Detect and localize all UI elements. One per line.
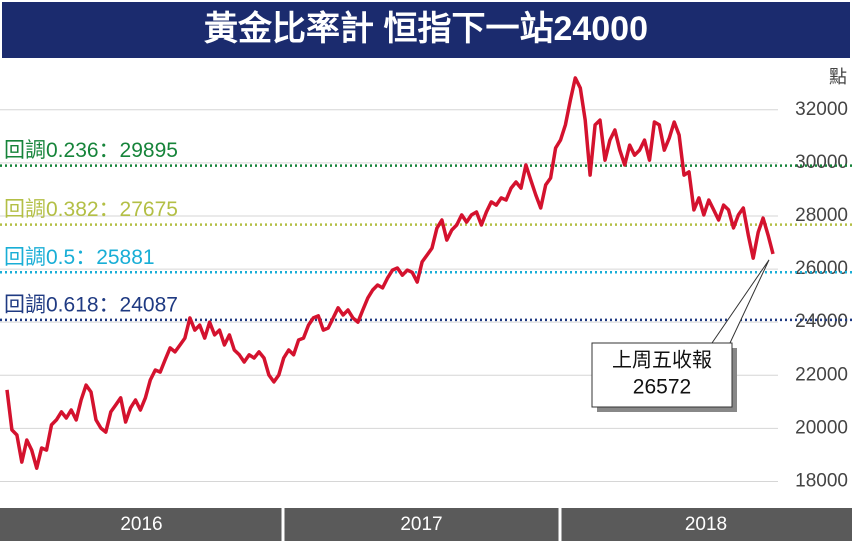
annotation-text: 上周五收報 <box>612 348 712 371</box>
period-label: 2017 <box>400 514 442 535</box>
annotation-box <box>591 342 733 408</box>
period-label: 2018 <box>685 514 727 535</box>
retracement-label: 回調0.382：27675 <box>4 198 178 221</box>
period-label: 2016 <box>120 514 162 535</box>
annotation-pointer <box>711 259 770 344</box>
y-tick-label: 22000 <box>795 364 848 385</box>
y-tick-label: 20000 <box>795 417 848 438</box>
annotation-value: 26572 <box>633 376 691 399</box>
y-tick-label: 26000 <box>795 258 848 279</box>
retracement-label: 回調0.618：24087 <box>4 293 178 316</box>
title-bar <box>2 2 850 58</box>
y-tick-label: 30000 <box>795 152 848 173</box>
y-tick-label: 18000 <box>795 470 848 491</box>
chart-title: 黃金比率計 恒指下一站24000 <box>204 9 648 48</box>
y-tick-label: 32000 <box>795 99 848 120</box>
y-tick-label: 28000 <box>795 205 848 226</box>
retracement-label: 回調0.5：25881 <box>4 246 155 269</box>
price-line <box>5 76 775 470</box>
period-bar <box>0 508 852 541</box>
y-tick-label: 24000 <box>795 311 848 332</box>
retracement-label: 回調0.236：29895 <box>4 139 178 162</box>
y-unit: 點 <box>829 67 847 87</box>
